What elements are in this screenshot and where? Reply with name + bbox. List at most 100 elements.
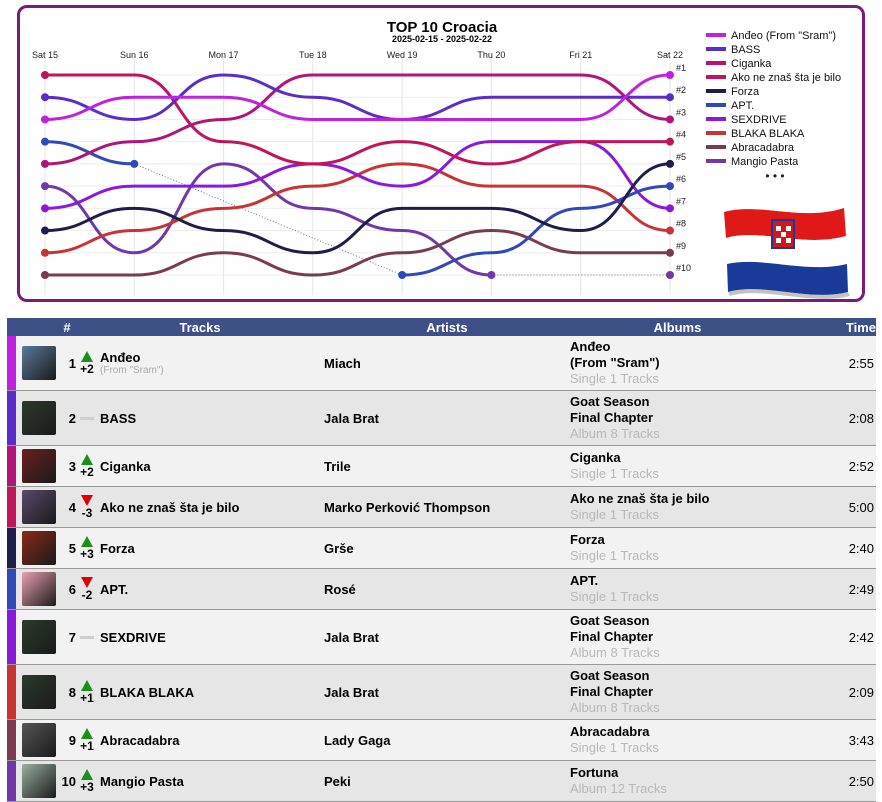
rank-label: #7 <box>676 196 686 206</box>
track-duration: 2:08 <box>785 390 876 446</box>
cover-cell <box>16 609 58 665</box>
track-title[interactable]: Ako ne znaš šta je bilo <box>100 499 240 515</box>
legend-label: SEXDRIVE <box>731 114 787 126</box>
table-row[interactable]: 8 +1 BLAKA BLAKA Jala Brat Goat Season Final … <box>7 664 876 720</box>
artist-name[interactable]: Marko Perković Thompson <box>324 486 570 528</box>
album-info: Single 1 Tracks <box>570 589 659 604</box>
album-cell: Ciganka Single 1 Tracks <box>570 445 785 487</box>
table-row[interactable]: 3 +2 Ciganka Trile Ciganka Single 1 Tracks 2:5… <box>7 445 876 487</box>
artist-name[interactable]: Jala Brat <box>324 664 570 720</box>
album-title[interactable]: Goat Season <box>570 668 650 683</box>
legend-label: Forza <box>731 86 760 98</box>
track-title[interactable]: Abracadabra <box>100 732 180 748</box>
album-info: Single 1 Tracks <box>570 740 659 755</box>
rank-labels: #1 #2 #3 #4 #5 #6 #7 #8 #9 #10 <box>676 63 691 273</box>
album-title[interactable]: Ako ne znaš šta je bilo <box>570 491 710 506</box>
track-title[interactable]: SEXDRIVE <box>100 629 166 645</box>
album-info: Album 8 Tracks <box>570 426 660 441</box>
legend-label: Mangio Pasta <box>731 156 799 168</box>
no-change-icon <box>80 416 94 420</box>
album-title[interactable]: Forza <box>570 532 605 547</box>
arrow-up-icon <box>81 535 93 547</box>
track-title[interactable]: Anđeo <box>100 350 141 365</box>
album-title[interactable]: Final Chapter <box>570 629 654 644</box>
series-point <box>41 137 49 146</box>
album-info: Album 12 Tracks <box>570 781 667 796</box>
artist-name[interactable]: Lady Gaga <box>324 719 570 761</box>
album-cover-image[interactable] <box>22 449 56 483</box>
artist-name[interactable]: Trile <box>324 445 570 487</box>
series-point <box>666 182 674 191</box>
table-row[interactable]: 4 -3 Ako ne znaš šta je bilo Marko Perković… <box>7 486 876 528</box>
table-row[interactable]: 6 -2 APT. Rosé APT. Single 1 Tracks 2:49 <box>7 568 876 610</box>
artist-name[interactable]: Peki <box>324 760 570 802</box>
album-title[interactable]: Fortuna <box>570 765 619 780</box>
track-duration: 2:09 <box>785 664 876 720</box>
legend-label: BASS <box>731 44 760 56</box>
table-row[interactable]: 10 +3 Mangio Pasta Peki Fortuna Album 12 Trac… <box>7 760 876 802</box>
album-cover-image[interactable] <box>22 620 56 654</box>
album-cover-image[interactable] <box>22 346 56 380</box>
rank-number: 4 <box>58 486 76 528</box>
track-title[interactable]: Forza <box>100 540 135 556</box>
rank-label: #1 <box>676 63 686 73</box>
artist-name[interactable]: Grše <box>324 527 570 569</box>
table-row[interactable]: 2 BASS Jala Brat Goat Season Final Chapter Al… <box>7 390 876 446</box>
table-header: # Tracks Artists Albums Time <box>7 318 876 336</box>
table-row[interactable]: 9 +1 Abracadabra Lady Gaga Abracadabra Single… <box>7 719 876 761</box>
row-color-stripe <box>7 568 16 610</box>
chart-title: TOP 10 Croacia <box>387 19 498 36</box>
track-cell: SEXDRIVE <box>76 609 324 665</box>
track-title[interactable]: BLAKA BLAKA <box>100 684 195 700</box>
series-point <box>41 159 49 168</box>
series-point <box>487 271 496 279</box>
artist-name[interactable]: Jala Brat <box>324 609 570 665</box>
track-title[interactable]: Mangio Pasta <box>100 773 184 789</box>
rank-change-value: +1 <box>80 690 94 705</box>
table-row[interactable]: 5 +3 Forza Grše Forza Single 1 Tracks 2:40 <box>7 527 876 569</box>
cover-cell <box>16 390 58 446</box>
album-cover-image[interactable] <box>22 723 56 757</box>
album-cover-image[interactable] <box>22 572 56 606</box>
artist-name[interactable]: Miach <box>324 336 570 391</box>
album-title[interactable]: Final Chapter <box>570 410 654 425</box>
tracks-table: # Tracks Artists Albums Time 1 +2 Anđeo (Fr… <box>7 318 876 802</box>
album-title[interactable]: Abracadabra <box>570 724 650 739</box>
album-cell: Ako ne znaš šta je bilo Single 1 Tracks <box>570 486 785 528</box>
table-row[interactable]: 7 SEXDRIVE Jala Brat Goat Season Final Chapt… <box>7 609 876 665</box>
rank-change: +3 <box>78 768 96 794</box>
album-cell: Fortuna Album 12 Tracks <box>570 760 785 802</box>
x-axis-labels: Sat 15 Sun 16 Mon 17 Tue 18 Wed 19 Thu 20 Fri … <box>32 50 683 60</box>
rank-change: +3 <box>78 535 96 561</box>
rank-number: 8 <box>58 664 76 720</box>
header-time: Time <box>785 318 876 336</box>
album-cover-image[interactable] <box>22 531 56 565</box>
header-albums: Albums <box>570 318 785 336</box>
table-row[interactable]: 1 +2 Anđeo (From "Sram") Miach Anđeo (From "Sr… <box>7 336 876 391</box>
flag-shadow <box>728 289 850 299</box>
album-cover-image[interactable] <box>22 675 56 709</box>
album-cell: APT. Single 1 Tracks <box>570 568 785 610</box>
artist-name[interactable]: Jala Brat <box>324 390 570 446</box>
legend-more: • • • <box>765 169 784 183</box>
series-line <box>44 73 671 121</box>
album-cover-image[interactable] <box>22 490 56 524</box>
x-tick-label: Sun 16 <box>120 50 149 60</box>
album-title[interactable]: Goat Season <box>570 394 650 409</box>
album-cover-image[interactable] <box>22 764 56 798</box>
album-title[interactable]: APT. <box>570 573 599 588</box>
album-title[interactable]: (From "Sram") <box>570 355 660 370</box>
flag-shield-check <box>786 226 791 231</box>
track-title[interactable]: APT. <box>100 581 129 597</box>
track-title[interactable]: Ciganka <box>100 458 151 474</box>
album-cell: Anđeo (From "Sram") Single 1 Tracks <box>570 336 785 391</box>
track-title[interactable]: BASS <box>100 410 137 426</box>
album-title[interactable]: Anđeo <box>570 339 611 354</box>
rank-change <box>78 635 96 639</box>
album-title[interactable]: Goat Season <box>570 613 650 628</box>
album-title[interactable]: Final Chapter <box>570 684 654 699</box>
artist-name[interactable]: Rosé <box>324 568 570 610</box>
album-cover-image[interactable] <box>22 401 56 435</box>
arrow-up-icon <box>81 453 93 465</box>
album-title[interactable]: Ciganka <box>570 450 621 465</box>
